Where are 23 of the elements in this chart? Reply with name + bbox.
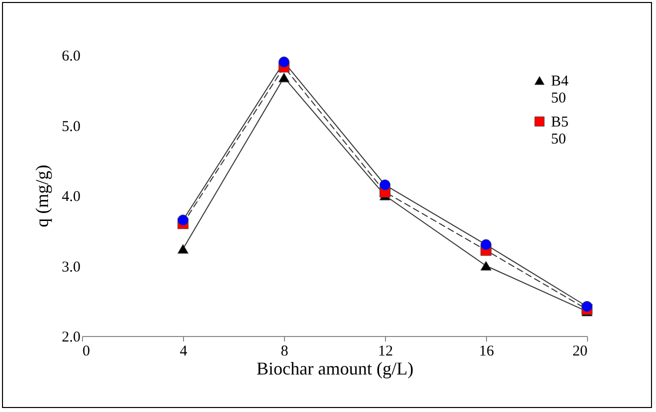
y-tick-label: 5.0 — [62, 118, 80, 135]
point — [380, 179, 390, 190]
point — [178, 244, 188, 254]
y-tick-label: 3.0 — [62, 259, 80, 276]
x-tick-label: 0 — [82, 344, 90, 360]
point — [178, 214, 188, 226]
x-tick-label: 20 — [572, 344, 588, 360]
point — [278, 56, 290, 68]
point — [582, 301, 592, 312]
x-tick-label: 16 — [479, 344, 494, 360]
legend-label: B5 50 — [551, 114, 569, 148]
point — [278, 72, 290, 82]
point — [480, 239, 492, 250]
point — [480, 260, 492, 271]
y-tick-label: 4.0 — [62, 189, 80, 205]
x-tick-label: 4 — [180, 344, 188, 360]
y-tick-label: 6.0 — [62, 48, 80, 64]
x-tick-label: 12 — [378, 344, 393, 360]
y-tick-label: 2.0 — [62, 330, 80, 346]
x-axis-title: Biochar amount (g/L) — [256, 358, 414, 378]
y-axis-title: q (mg/g) — [32, 164, 52, 228]
x-tick-label: 8 — [280, 344, 288, 360]
legend-label: B4 50 — [551, 74, 570, 106]
